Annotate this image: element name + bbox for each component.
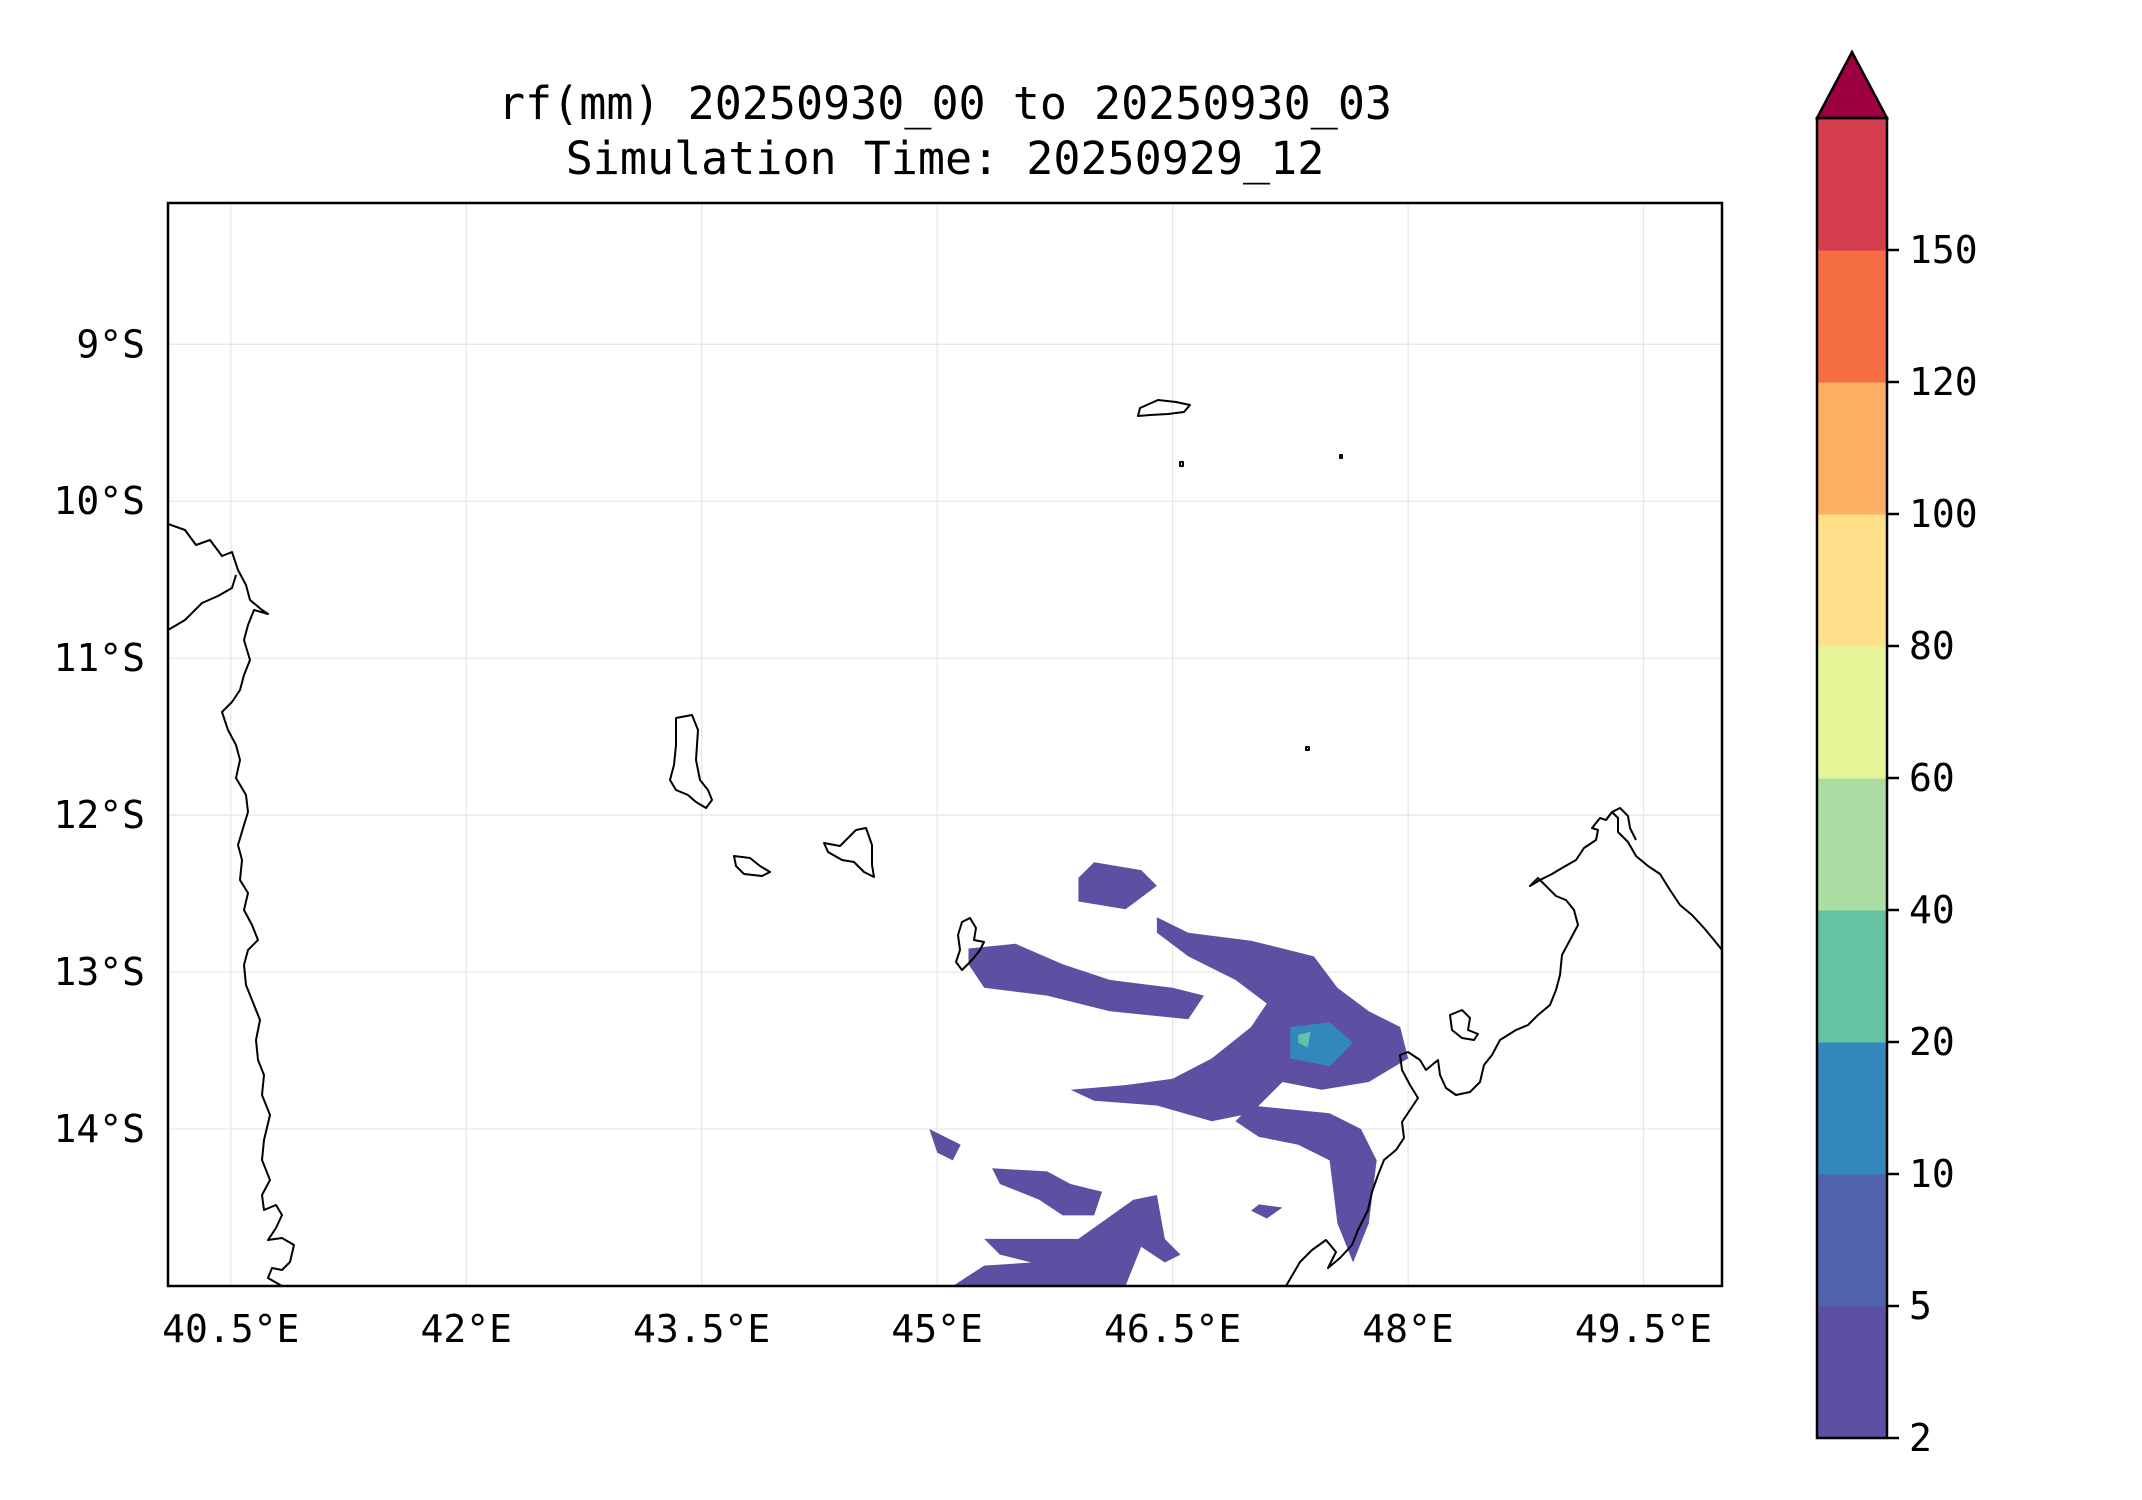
colorbar-cell-4 xyxy=(1817,778,1887,911)
rain-contour-0 xyxy=(1078,862,1157,910)
coastline-africa-inlet xyxy=(168,574,237,631)
colorbar-cell-1 xyxy=(1817,1174,1887,1307)
island-islet-2 xyxy=(1339,454,1343,459)
island-grande-comore xyxy=(669,714,713,809)
y-tick-label-5: 14°S xyxy=(53,1107,145,1151)
island-moheli xyxy=(733,855,771,877)
colorbar-cells xyxy=(1817,118,1887,1439)
rainfall-contours xyxy=(929,862,1409,1286)
colorbar-label-0: 2 xyxy=(1909,1416,1932,1460)
x-tick-label-6: 49.5°E xyxy=(1575,1307,1712,1351)
coastlines xyxy=(168,399,1722,1286)
colorbar-cell-2 xyxy=(1817,1042,1887,1175)
colorbar-cell-9 xyxy=(1817,118,1887,251)
colorbar-cell-0 xyxy=(1817,1306,1887,1439)
rain-contour-7 xyxy=(1251,1204,1283,1219)
rain-contour-3 xyxy=(1235,1105,1377,1263)
gridlines xyxy=(168,203,1722,1286)
colorbar-ticks: 2 5 10 20 40 60 80 100 120 150 xyxy=(1887,228,1978,1460)
rain-contour-6 xyxy=(952,1195,1181,1286)
x-tick-label-2: 43.5°E xyxy=(633,1307,770,1351)
colorbar-label-3: 20 xyxy=(1909,1020,1955,1064)
x-tick-label-3: 45°E xyxy=(891,1307,983,1351)
coastline-east-africa xyxy=(168,523,295,1286)
colorbar: 2 5 10 20 40 60 80 100 120 150 xyxy=(1814,49,1978,1460)
x-tick-label-5: 48°E xyxy=(1362,1307,1454,1351)
y-axis-ticks: 9°S 10°S 11°S 12°S 13°S 14°S xyxy=(53,322,145,1151)
title-line-2: Simulation Time: 20250929_12 xyxy=(565,132,1325,185)
island-aldabra xyxy=(1137,399,1191,417)
colorbar-label-9: 150 xyxy=(1909,228,1978,272)
colorbar-cell-5 xyxy=(1817,646,1887,779)
colorbar-cell-7 xyxy=(1817,382,1887,515)
island-mayotte xyxy=(955,917,985,971)
colorbar-label-5: 60 xyxy=(1909,756,1955,800)
colorbar-cell-3 xyxy=(1817,910,1887,1043)
island-anjouan xyxy=(823,827,875,878)
x-tick-label-0: 40.5°E xyxy=(162,1307,299,1351)
y-tick-label-2: 11°S xyxy=(53,636,145,680)
rain-contour-9 xyxy=(1298,1031,1311,1048)
x-tick-label-1: 42°E xyxy=(420,1307,512,1351)
x-axis-ticks: 40.5°E 42°E 43.5°E 45°E 46.5°E 48°E 49.5°E xyxy=(162,1307,1712,1351)
rain-contour-1 xyxy=(1070,917,1409,1122)
rain-contour-4 xyxy=(929,1129,961,1161)
x-tick-label-4: 46.5°E xyxy=(1104,1307,1241,1351)
colorbar-cell-6 xyxy=(1817,514,1887,647)
map-frame xyxy=(166,201,1724,1288)
coastline-madagascar xyxy=(1285,811,1722,1286)
colorbar-label-2: 10 xyxy=(1909,1152,1955,1196)
y-tick-label-1: 10°S xyxy=(53,479,145,523)
title-line-1: rf(mm) 20250930_00 to 20250930_03 xyxy=(497,77,1393,130)
island-nosy-be xyxy=(1449,1009,1479,1041)
colorbar-label-7: 100 xyxy=(1909,492,1978,536)
coastline-madagascar-tip xyxy=(1605,807,1637,841)
island-glorioso xyxy=(1305,746,1310,751)
colorbar-label-1: 5 xyxy=(1909,1284,1932,1328)
colorbar-extend-triangle xyxy=(1814,49,1890,120)
y-tick-label-4: 13°S xyxy=(53,950,145,994)
rain-contour-5 xyxy=(992,1168,1102,1216)
colorbar-label-8: 120 xyxy=(1909,360,1978,404)
colorbar-label-6: 80 xyxy=(1909,624,1955,668)
rain-contour-2 xyxy=(968,943,1204,1020)
colorbar-cell-8 xyxy=(1817,250,1887,383)
colorbar-label-4: 40 xyxy=(1909,888,1955,932)
y-tick-label-0: 9°S xyxy=(76,322,145,366)
island-islet-1 xyxy=(1179,461,1184,467)
y-tick-label-3: 12°S xyxy=(53,793,145,837)
